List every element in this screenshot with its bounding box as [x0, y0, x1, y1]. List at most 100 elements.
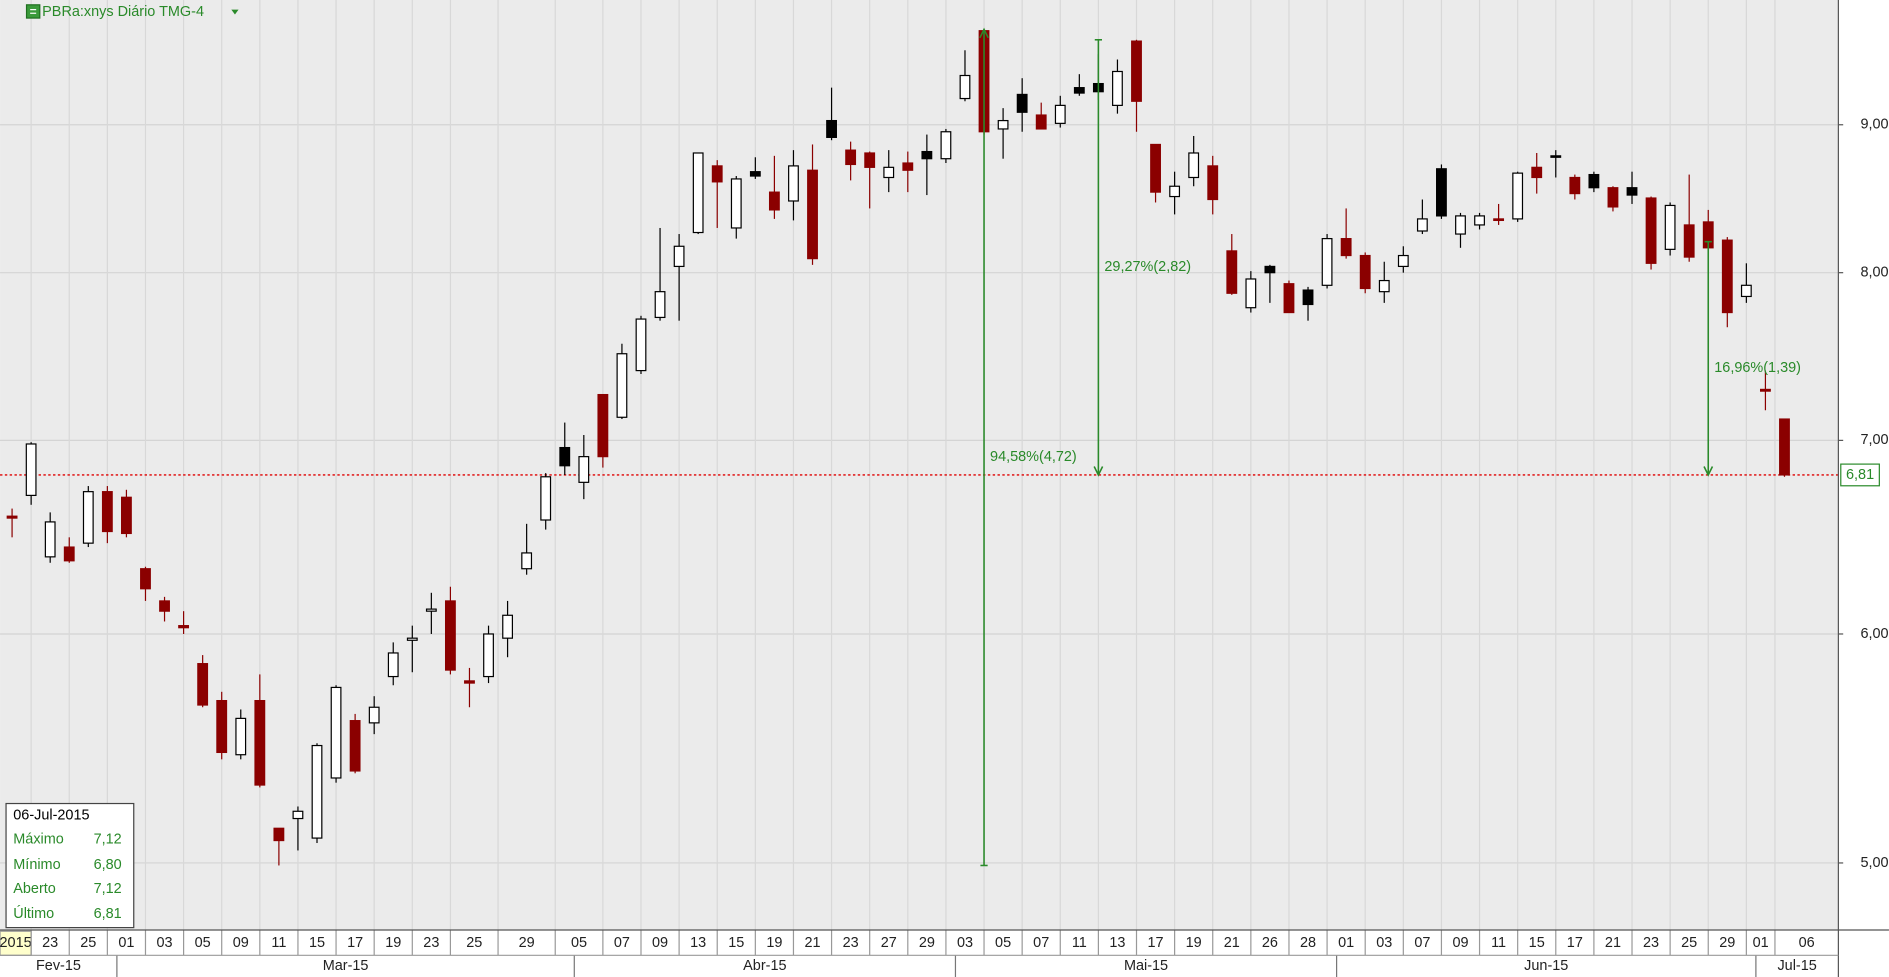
info-value: 6,81 [94, 906, 122, 922]
candle-body [1054, 104, 1066, 124]
x-tick-label: 11 [1072, 935, 1087, 951]
candle-body [425, 608, 437, 612]
x-tick-label: 29 [919, 935, 935, 951]
dropdown-arrow[interactable] [231, 9, 239, 15]
candle-body [1169, 185, 1181, 198]
candle-body [788, 165, 799, 202]
x-tick-label: 05 [195, 935, 211, 951]
candle-body [1721, 239, 1733, 314]
y-tick-label: 5,00 [1860, 855, 1888, 871]
x-tick-label: 23 [423, 935, 439, 951]
candle-body [1664, 204, 1676, 250]
x-tick-label: 28 [1300, 935, 1316, 951]
x-tick-label: 2015 [0, 935, 32, 951]
legend[interactable]: PBRa:xnys Diário TMG-4 [25, 4, 239, 20]
x-tick-label: 25 [80, 935, 96, 951]
month-label: Mar-15 [323, 958, 369, 974]
x-tick-label: 13 [1109, 935, 1125, 951]
candle-body [464, 680, 475, 684]
candle-body [101, 491, 113, 533]
info-box: 06-Jul-2015 Máximo 7,12 Mínimo 6,80 Aber… [5, 802, 135, 929]
info-label: Último [13, 905, 54, 922]
candle-body [730, 178, 742, 229]
candle-body [368, 706, 380, 724]
x-tick-label: 21 [1605, 935, 1621, 951]
month-label: Jun-15 [1524, 958, 1568, 974]
x-tick-label: 19 [766, 935, 782, 951]
candle-body [749, 171, 761, 177]
candle-body [1188, 152, 1200, 179]
x-tick-label: 03 [957, 935, 973, 951]
info-value: 7,12 [94, 831, 122, 847]
candle-body [1245, 278, 1257, 309]
candle-body [1378, 279, 1390, 293]
candle-body [1359, 254, 1371, 290]
candle-body [63, 546, 75, 562]
x-tick-label: 03 [157, 935, 173, 951]
candle-body [197, 663, 209, 706]
measure-label: 94,58%(4,72) [990, 449, 1077, 465]
measure-arrowhead [1703, 466, 1714, 477]
candle-body [1607, 187, 1619, 208]
plot-area [0, 0, 1839, 931]
x-tick-label: 11 [1491, 935, 1506, 951]
candle-body [330, 686, 342, 779]
x-tick-label: 21 [804, 935, 820, 951]
candle-body [1226, 250, 1238, 294]
x-tick-label: 05 [995, 935, 1011, 951]
info-label: Máximo [13, 831, 64, 847]
candle-body [1436, 168, 1447, 217]
measure-arrowhead [1093, 466, 1104, 477]
candle-body [768, 191, 780, 211]
x-tick-label: 29 [519, 935, 535, 951]
month-label: Fev-15 [36, 958, 81, 974]
candle-body [1531, 166, 1543, 179]
candle-body [1493, 218, 1505, 222]
candle-body [254, 699, 266, 786]
last-price-label: 6,81 [1846, 467, 1874, 483]
y-tick-label: 9,00 [1860, 117, 1888, 133]
x-tick-label: 15 [1529, 935, 1545, 951]
x-tick-label: 06 [1799, 935, 1815, 951]
x-tick-label: 23 [843, 935, 859, 951]
x-tick-label: 05 [571, 935, 587, 951]
measure-label: 16,96%(1,39) [1714, 360, 1801, 376]
month-label: Jul-15 [1777, 958, 1816, 974]
candle-body [1150, 143, 1161, 193]
candle-body [1550, 155, 1562, 158]
x-tick-label: 13 [690, 935, 706, 951]
candle-body [82, 491, 94, 544]
candle-body [1035, 114, 1047, 130]
candle-body [159, 600, 170, 612]
candle-body [1073, 87, 1085, 94]
month-label: Abr-15 [743, 958, 786, 974]
x-tick-label: 09 [1452, 935, 1468, 951]
candle-body [349, 720, 361, 772]
candle-body [559, 446, 571, 467]
candle-body [1626, 187, 1638, 196]
candle-body [1321, 238, 1333, 286]
candle-body [1588, 173, 1600, 189]
candle-body [292, 810, 304, 820]
candle-body [597, 393, 609, 458]
candle-body [997, 119, 1009, 130]
candle-body [502, 614, 514, 639]
info-label: Mínimo [13, 857, 60, 873]
x-tick-label: 15 [309, 935, 325, 951]
x-tick-label: 21 [1224, 935, 1240, 951]
candle-body [25, 443, 37, 496]
x-tick-label: 26 [1262, 935, 1278, 951]
x-tick-label: 19 [385, 935, 401, 951]
x-tick-label: 23 [1643, 935, 1659, 951]
candle-body [1683, 224, 1695, 258]
candle-body [406, 637, 418, 641]
x-tick-label: 25 [466, 935, 482, 951]
candle-body [692, 152, 704, 234]
candle-body [1302, 289, 1314, 306]
x-tick-label: 25 [1681, 935, 1697, 951]
candle-body [1512, 172, 1524, 220]
candle-body [616, 353, 628, 418]
candle-body [444, 600, 456, 671]
